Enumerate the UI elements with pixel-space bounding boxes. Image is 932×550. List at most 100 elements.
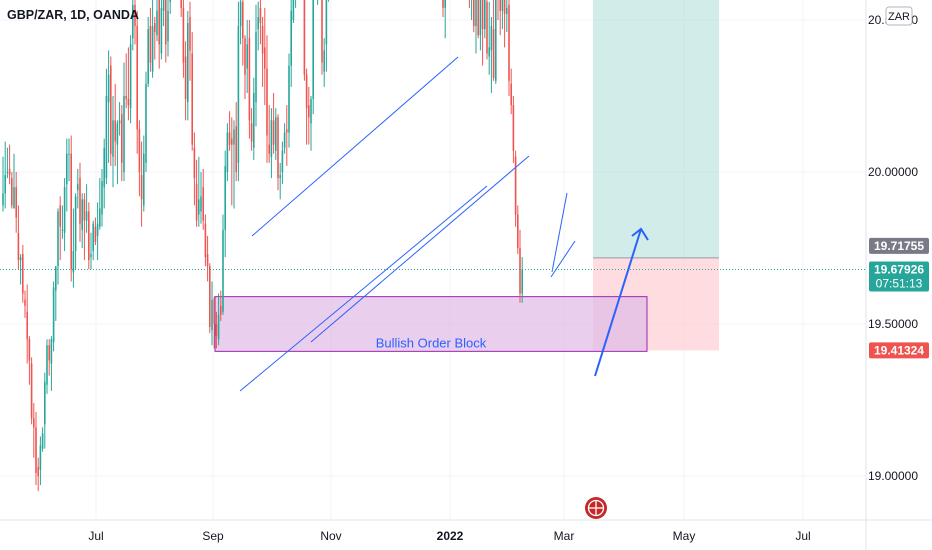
currency-badge[interactable]: ZAR [885,6,913,26]
projection-arrow-line[interactable] [594,228,642,377]
candle-body [323,50,325,72]
candle-body [195,184,198,221]
candle [514,150,517,227]
candle [295,0,297,8]
candle [96,202,99,261]
candle-body [37,466,39,476]
candle-body [138,129,141,172]
candle-body [94,226,97,242]
candle-body [156,10,158,36]
candle-body [288,65,290,133]
candle [99,178,101,230]
candle [321,0,323,75]
candle-body [220,305,222,315]
candle [266,35,268,163]
candle [471,0,473,20]
candle-body [270,120,273,157]
candle-body [521,269,523,294]
candle-body [99,208,101,227]
candle [305,68,308,145]
candle-body [204,223,207,258]
candle-body [492,29,495,78]
candle-body [140,175,143,200]
target-zone[interactable] [593,0,719,258]
candle-body [2,193,4,206]
stop-price-label-text: 19.41324 [874,343,924,357]
candle-body [83,199,86,221]
candle [198,156,200,227]
candle [81,193,83,248]
x-tick-label: Nov [320,529,341,543]
candle-body [61,229,64,231]
candle [239,0,242,45]
candle [72,208,75,288]
candle [165,0,167,63]
candle-body [48,345,50,361]
candle [149,7,152,72]
candle [323,38,325,87]
candle [204,214,207,267]
candle-body [486,1,488,54]
candle [288,53,290,148]
candle [497,0,499,20]
candle [127,47,130,121]
entry-price-label-box [869,237,929,254]
candle [154,16,156,60]
candle [8,144,11,185]
candle [138,120,141,197]
candle [57,208,59,285]
candle-body [519,248,521,294]
candle-body [81,199,83,230]
stop-price-label: 19.41324 [869,342,929,359]
projection-arrow-head [631,227,649,241]
trend-line[interactable] [551,192,568,273]
candle-body [55,266,57,291]
candle [233,120,235,209]
candle [206,235,209,282]
candle-body [96,223,99,236]
trend-line[interactable] [550,240,576,278]
candle-body [488,47,490,57]
candle [231,117,233,206]
candle-body [107,74,110,103]
candle [477,0,479,39]
candle-body [512,105,515,151]
trend-line[interactable] [239,185,488,392]
candle-body [30,363,33,419]
candle-body [147,29,149,84]
candle-body [134,4,136,27]
trend-line[interactable] [251,56,459,237]
candle-body [66,153,68,185]
candle-body [277,117,279,179]
candle-body [92,223,94,252]
candle [112,96,114,188]
trend-line[interactable] [310,155,530,343]
candle [222,214,224,315]
candle [261,16,264,87]
candle-body [180,0,182,8]
candle [257,1,259,51]
candle-body [110,65,112,154]
candle [510,68,512,115]
candle [217,293,220,346]
candle-body [4,175,6,194]
candle-body [182,7,185,63]
candle-body [303,0,306,75]
candle-body [222,229,224,312]
candle [501,0,504,30]
candle [105,68,108,185]
candle [492,0,495,81]
candle-body [6,172,9,173]
bullish-order-block[interactable] [214,296,648,352]
broker-logo[interactable] [585,497,607,519]
candle [275,108,277,160]
candle [158,0,160,69]
candle [94,217,97,245]
candle [22,244,24,303]
candle [136,10,138,154]
candle [508,0,510,96]
candle-body [19,257,22,261]
candle-body [118,120,121,124]
x-tick-label: 2022 [437,529,464,543]
